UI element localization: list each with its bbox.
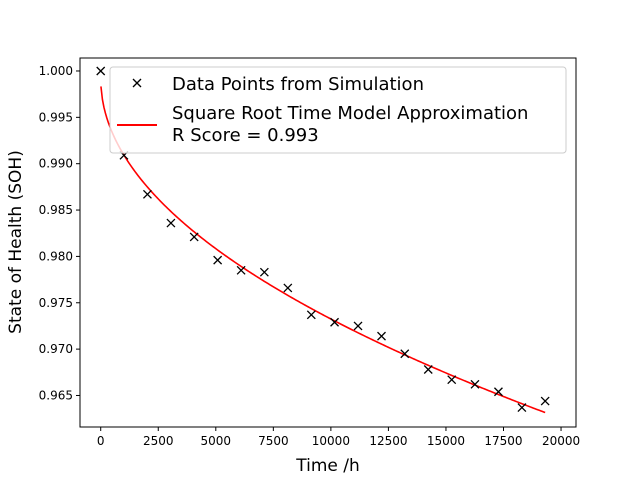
legend-label-model: Square Root Time Model Approximation <box>172 103 528 124</box>
x-tick-label: 0 <box>97 434 105 448</box>
y-tick-label: 1.000 <box>39 64 73 78</box>
data-point <box>447 375 457 385</box>
y-tick-label: 0.995 <box>39 110 73 124</box>
plot-marks <box>96 66 550 414</box>
y-axis-label: State of Health (SOH) <box>6 150 26 334</box>
x-axis-label: Time /h <box>295 456 360 476</box>
y-tick-label: 0.985 <box>39 203 73 217</box>
data-point <box>236 265 246 275</box>
y-axis-ticks: 0.965 0.970 0.975 0.980 0.985 0.990 0.995 1.000 <box>39 64 80 402</box>
plot-frame <box>79 57 577 428</box>
data-point <box>377 331 386 341</box>
y-tick-label: 0.975 <box>39 296 73 310</box>
data-point <box>400 349 410 359</box>
legend-box <box>109 66 567 154</box>
x-tick-label: 17500 <box>484 434 522 448</box>
data-point <box>142 189 152 199</box>
legend-label-data-points: Data Points from Simulation <box>172 74 424 95</box>
y-tick-label: 0.970 <box>39 342 73 356</box>
y-tick-label: 0.980 <box>39 249 73 263</box>
data-point <box>259 267 269 277</box>
model-curve-line <box>100 86 546 414</box>
data-point <box>470 379 480 389</box>
data-point <box>493 387 503 397</box>
legend-label-r-score: R Score = 0.993 <box>172 125 319 146</box>
x-tick-label: 2500 <box>143 434 174 448</box>
legend-marker-x-icon <box>132 78 142 88</box>
x-tick-label: 12500 <box>369 434 407 448</box>
data-point <box>283 283 293 293</box>
x-tick-label: 10000 <box>312 434 350 448</box>
data-point <box>540 396 550 406</box>
data-point <box>330 317 340 327</box>
data-point <box>353 321 363 331</box>
data-point <box>213 255 223 265</box>
data-point <box>517 403 527 412</box>
y-tick-label: 0.965 <box>39 388 73 402</box>
x-tick-label: 20000 <box>542 434 580 448</box>
y-tick-label: 0.990 <box>39 157 73 171</box>
data-point <box>96 66 106 76</box>
x-axis-ticks: 0 2500 5000 7500 10000 12500 15000 17500 20000 <box>97 427 580 448</box>
legend: Data Points from Simulation Square Root … <box>109 66 567 154</box>
data-point <box>166 218 176 228</box>
data-point <box>423 365 433 374</box>
data-point <box>189 232 199 242</box>
x-tick-label: 5000 <box>201 434 232 448</box>
x-tick-label: 15000 <box>427 434 465 448</box>
x-tick-label: 7500 <box>258 434 289 448</box>
data-point <box>306 310 316 320</box>
